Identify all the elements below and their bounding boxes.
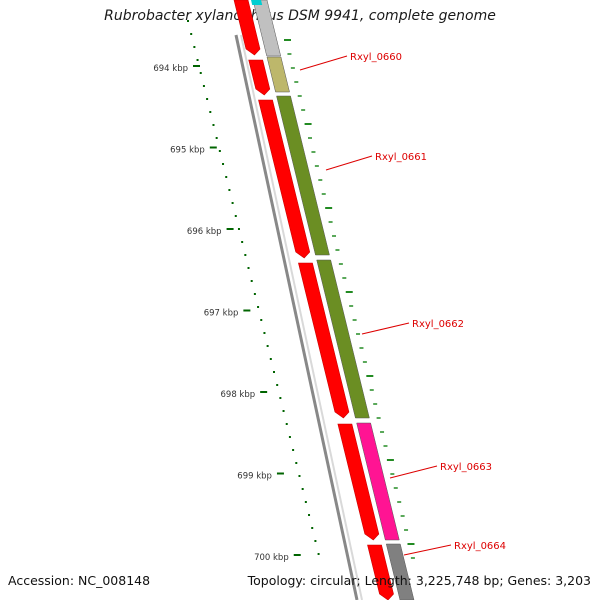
scale-tick-label: 695 kbp (170, 146, 205, 156)
gc-dot (253, 293, 256, 295)
gc-dot (218, 150, 221, 152)
map-title: Rubrobacter xylanophilus DSM 9941, compl… (104, 8, 496, 24)
gc-dot (295, 462, 298, 464)
backbone-line (234, 34, 359, 600)
gene-label: Rxyl_0661 (375, 152, 427, 163)
gc-dot (206, 98, 209, 100)
gc-dot (209, 111, 212, 113)
scale-tick-label: 700 kbp (254, 553, 289, 563)
cds-feature (298, 262, 350, 419)
gc-dot (231, 202, 234, 204)
cds-feature (248, 59, 271, 96)
gene-feature-rxyl-0661 (276, 95, 330, 256)
gc-dot (266, 345, 269, 347)
scale-tick-label: 699 kbp (237, 472, 272, 482)
gene-label-leader (325, 155, 373, 171)
gc-dot (244, 254, 247, 256)
gene-feature-rxyl-0663 (356, 422, 400, 541)
gene-label-leader (403, 544, 452, 556)
scale-tick-label: 696 kbp (187, 227, 222, 237)
gc-dot (292, 449, 295, 451)
outer-ticks-layer (284, 39, 415, 559)
scale-layer: 694 kbp 695 kbp 696 kbp 697 kbp 698 kbp 699 k… (153, 64, 301, 563)
scale-tick-label: 694 kbp (153, 64, 188, 74)
cds-feature (367, 544, 394, 600)
gc-dot (272, 371, 275, 373)
gc-dot (212, 124, 215, 126)
gc-dot (222, 163, 225, 165)
gene-feature-gray (252, 0, 282, 57)
scale-tick-label: 697 kbp (204, 309, 239, 319)
gene-label: Rxyl_0663 (440, 462, 492, 473)
gc-dot (314, 540, 317, 542)
topology-summary-text: Topology: circular; Length: 3,225,748 bp… (247, 573, 591, 588)
gc-dot (199, 72, 202, 74)
gc-dot (257, 306, 260, 308)
gc-dot (225, 176, 228, 178)
cds-feature (337, 423, 380, 541)
gc-dots-layer (187, 20, 320, 555)
gc-dot (298, 475, 301, 477)
backbone-shadow-line (240, 34, 363, 600)
gc-dot (279, 397, 282, 399)
gene-label: Rxyl_0664 (454, 541, 506, 552)
scale-tick-label: 698 kbp (221, 390, 256, 400)
gene-label: Rxyl_0660 (350, 52, 402, 63)
gc-dot (269, 358, 272, 360)
gene-feature-cyan (251, 0, 263, 5)
gc-dot (234, 215, 237, 217)
gene-labels-layer: Rxyl_0660 Rxyl_0661 Rxyl_0662 Rxyl_0663 Rxyl… (299, 52, 506, 556)
gc-dot (317, 553, 320, 555)
gc-dot (276, 384, 279, 386)
gene-label-leader (389, 465, 438, 479)
cds-feature (233, 0, 261, 56)
gc-dot (215, 137, 218, 139)
gene-feature-rxyl-0662 (316, 259, 370, 419)
gc-dot (288, 436, 291, 438)
gc-dot (247, 267, 250, 269)
gene-feature-rxyl-0660 (266, 56, 290, 93)
gc-dot (250, 280, 253, 282)
backbone-layer (234, 34, 363, 600)
gc-dot (263, 332, 266, 334)
gc-dot (196, 59, 199, 61)
gc-dot (311, 527, 314, 529)
accession-text: Accession: NC_008148 (8, 573, 151, 588)
gc-dot (308, 514, 311, 516)
gene-label-leader (361, 322, 410, 335)
gc-dot (301, 488, 304, 490)
gene-feature-rxyl-0664 (385, 543, 415, 600)
gc-dot (260, 319, 263, 321)
gc-dot (282, 410, 285, 412)
gc-dot (190, 33, 193, 35)
gc-dot (228, 189, 231, 191)
gc-dot (187, 20, 189, 22)
gc-dot (285, 423, 288, 425)
gc-dot (241, 241, 244, 243)
gene-label: Rxyl_0662 (412, 319, 464, 330)
cds-feature (258, 99, 311, 259)
gc-dot (304, 501, 307, 503)
gene-label-leader (299, 55, 348, 71)
gc-dot (202, 85, 205, 87)
gc-dot (237, 228, 240, 230)
gene-features-layer (233, 0, 415, 600)
gc-dot (193, 46, 196, 48)
